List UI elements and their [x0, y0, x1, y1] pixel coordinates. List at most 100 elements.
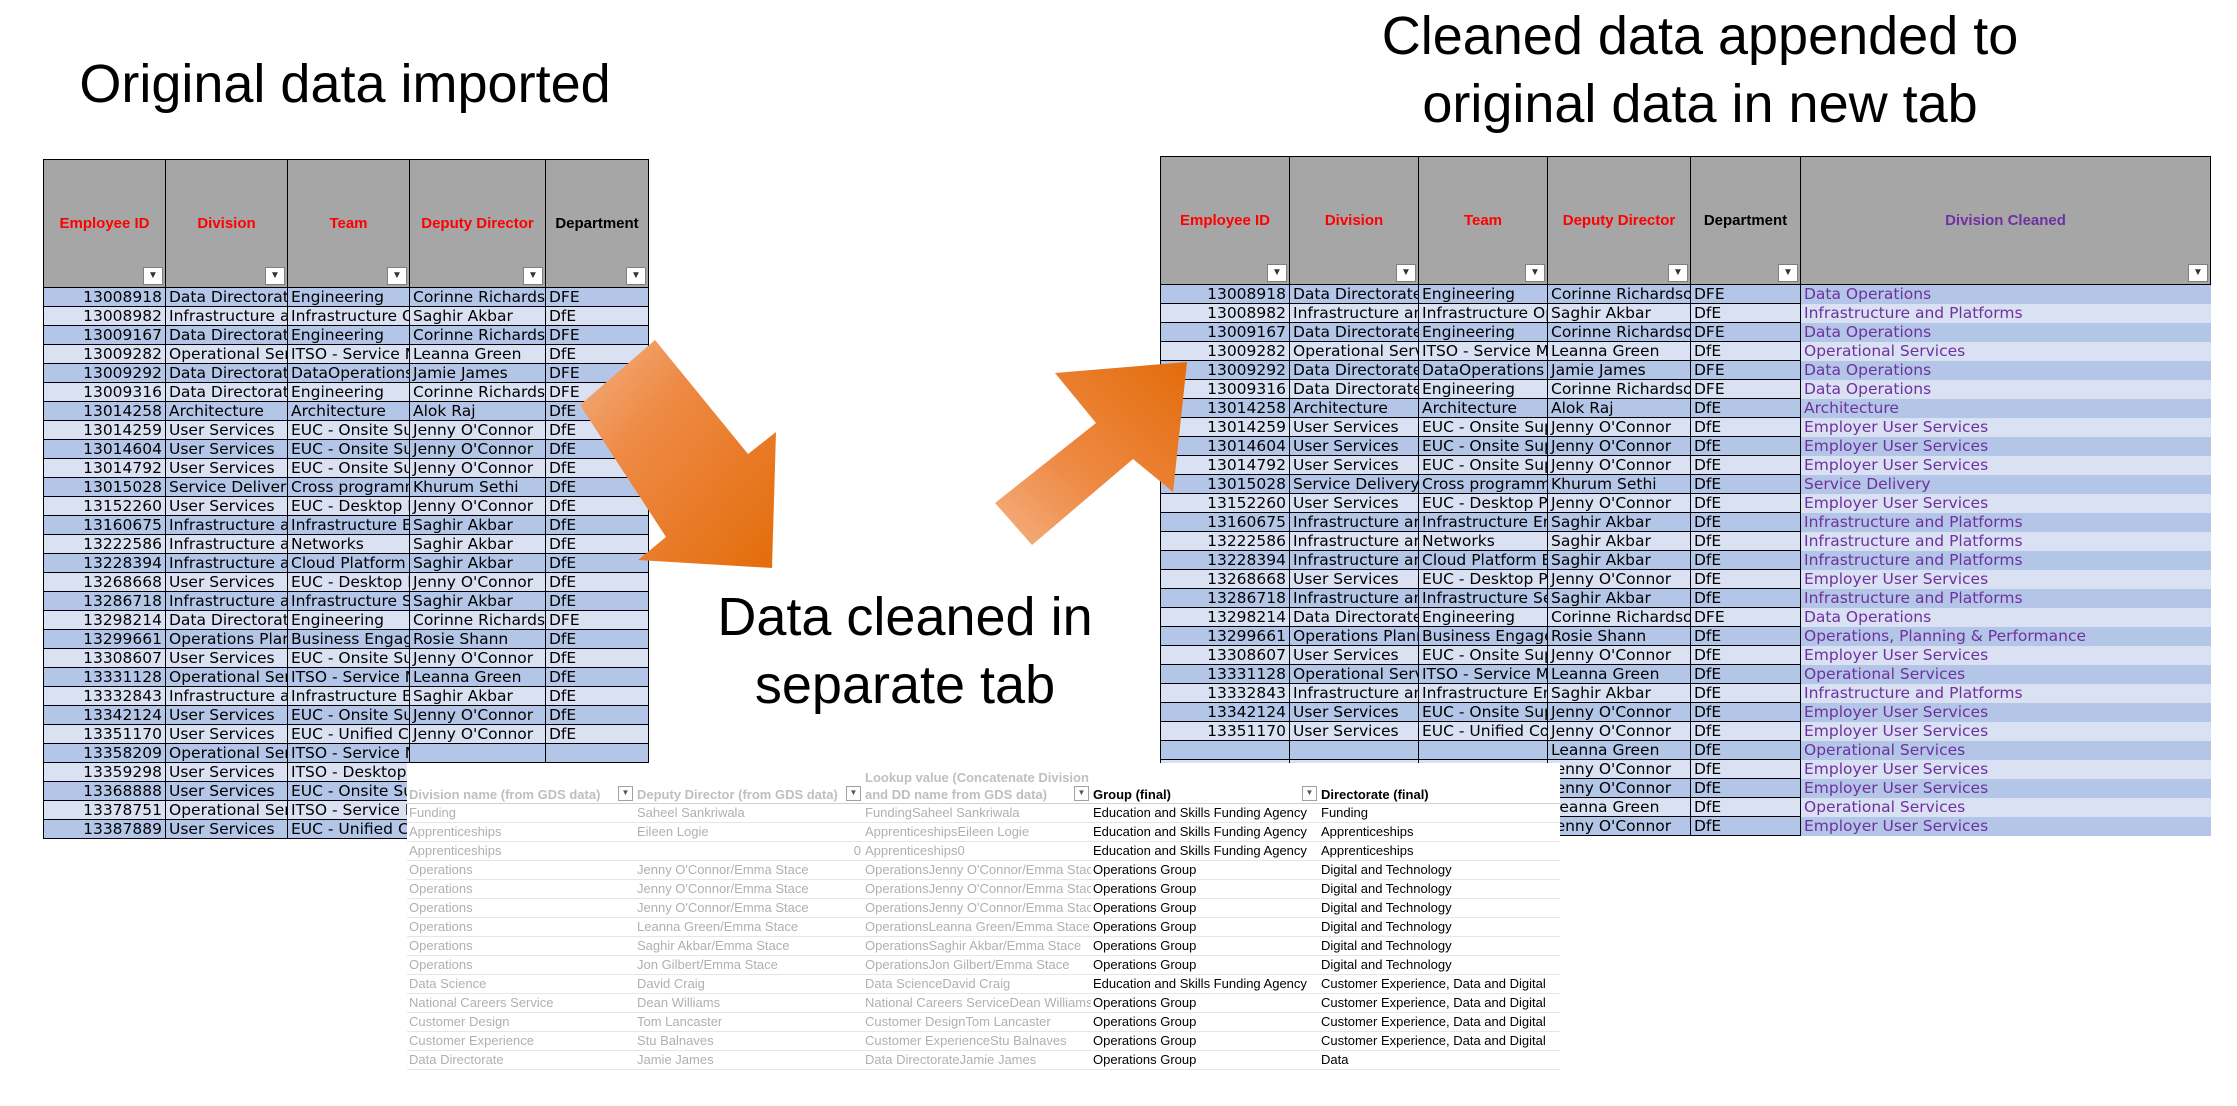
lookup-cell-division-name[interactable]: Operations: [407, 860, 635, 880]
lookup-cell-directorate-final[interactable]: Funding: [1319, 803, 1560, 823]
cell-deputy-director[interactable]: Saghir Akbar: [1547, 531, 1691, 551]
cell-employee-id[interactable]: 13298214: [43, 610, 166, 630]
cell-department[interactable]: DFE: [1690, 379, 1801, 399]
cell-division[interactable]: Infrastructure and Platforms: [165, 515, 288, 535]
cell-employee-id[interactable]: 13008918: [1160, 284, 1290, 304]
cell-team[interactable]: Architecture: [1418, 398, 1548, 418]
cell-deputy-director[interactable]: Jenny O'Connor: [1547, 759, 1691, 779]
cell-team[interactable]: Infrastructure Engineering: [1418, 683, 1548, 703]
lookup-cell-directorate-final[interactable]: Digital and Technology: [1319, 936, 1560, 956]
cell-employee-id[interactable]: 13014258: [1160, 398, 1290, 418]
cell-division[interactable]: Operational Services: [165, 667, 288, 687]
lookup-cell-division-name[interactable]: Operations: [407, 936, 635, 956]
cell-department[interactable]: DfE: [1690, 550, 1801, 570]
cell-employee-id[interactable]: 13008918: [43, 287, 166, 307]
table-row[interactable]: Funding Saheel Sankriwala FundingSaheel Sa…: [407, 803, 1560, 823]
lookup-cell-division-name[interactable]: Data Directorate: [407, 1050, 635, 1070]
cell-department[interactable]: DFE: [1690, 322, 1801, 342]
lookup-cell-group-final[interactable]: Operations Group: [1091, 1012, 1319, 1032]
filter-dropdown-icon[interactable]: ▼: [1074, 785, 1089, 801]
cell-department[interactable]: DfE: [545, 553, 649, 573]
cell-department[interactable]: DfE: [1690, 398, 1801, 418]
cell-employee-id[interactable]: 13286718: [43, 591, 166, 611]
cell-department[interactable]: DfE: [1690, 512, 1801, 532]
cell-deputy-director[interactable]: Rosie Shann: [409, 629, 546, 649]
cell-deputy-director[interactable]: Leanna Green: [1547, 341, 1691, 361]
cell-employee-id[interactable]: [1160, 740, 1290, 760]
cell-team[interactable]: DataOperations: [287, 363, 410, 383]
lookup-cell-lookup-value[interactable]: Customer ExperienceStu Balnaves: [863, 1031, 1091, 1051]
cell-team[interactable]: EUC - Onsite Support: [1418, 645, 1548, 665]
cell-deputy-director[interactable]: Jenny O'Connor: [409, 572, 546, 592]
cell-employee-id[interactable]: 13228394: [43, 553, 166, 573]
cell-team[interactable]: EUC - Desktop Products: [1418, 493, 1548, 513]
lookup-cell-lookup-value[interactable]: OperationsJon Gilbert/Emma Stace: [863, 955, 1091, 975]
cell-division[interactable]: Operational Services: [165, 344, 288, 364]
lookup-cell-directorate-final[interactable]: Customer Experience, Data and Digital: [1319, 974, 1560, 994]
cell-division-cleaned[interactable]: Employer User Services: [1800, 816, 2211, 836]
table-row[interactable]: 13008918 Data Directorate Engineering Corin…: [43, 287, 649, 307]
cell-deputy-director[interactable]: Corinne Richardson: [1547, 322, 1691, 342]
cell-employee-id[interactable]: 13014259: [43, 420, 166, 440]
cell-division-cleaned[interactable]: Data Operations: [1800, 379, 2211, 399]
cell-deputy-director[interactable]: Jenny O'Connor: [1547, 569, 1691, 589]
cell-employee-id[interactable]: 13009167: [43, 325, 166, 345]
cell-deputy-director[interactable]: Saghir Akbar: [409, 591, 546, 611]
lookup-cell-deputy-director[interactable]: Jamie James: [635, 1050, 863, 1070]
cell-department[interactable]: DfE: [545, 648, 649, 668]
lookup-cell-division-name[interactable]: Data Science: [407, 974, 635, 994]
cell-division[interactable]: Infrastructure and Platforms: [165, 553, 288, 573]
cell-deputy-director[interactable]: Jenny O'Connor: [409, 439, 546, 459]
cell-division-cleaned[interactable]: Operational Services: [1800, 740, 2211, 760]
cell-team[interactable]: Infrastructure Security: [287, 591, 410, 611]
cell-deputy-director[interactable]: Saghir Akbar: [409, 306, 546, 326]
lookup-cell-deputy-director[interactable]: Jenny O'Connor/Emma Stace: [635, 879, 863, 899]
cell-division[interactable]: User Services: [1289, 455, 1419, 475]
cell-department[interactable]: DfE: [1690, 626, 1801, 646]
filter-dropdown-icon[interactable]: ▼: [1778, 264, 1798, 282]
lookup-cell-directorate-final[interactable]: Apprenticeships: [1319, 841, 1560, 861]
cell-team[interactable]: Cloud Platform Engineering: [1418, 550, 1548, 570]
cell-deputy-director[interactable]: Khurum Sethi: [409, 477, 546, 497]
cell-deputy-director[interactable]: Jenny O'Connor: [1547, 702, 1691, 722]
cell-division[interactable]: User Services: [1289, 436, 1419, 456]
cell-division[interactable]: User Services: [165, 819, 288, 839]
cell-division[interactable]: User Services: [165, 458, 288, 478]
cell-team[interactable]: ITSO - Desktop Products: [287, 762, 410, 782]
cell-team[interactable]: Engineering: [287, 325, 410, 345]
cell-department[interactable]: DfE: [1690, 531, 1801, 551]
lookup-cell-lookup-value[interactable]: OperationsJenny O'Connor/Emma Stace: [863, 879, 1091, 899]
table-row[interactable]: 13298214 Data Directorate Engineering Corin…: [1160, 607, 2211, 627]
lookup-cell-directorate-final[interactable]: Apprenticeships: [1319, 822, 1560, 842]
lookup-header-directorate-final[interactable]: Directorate (final): [1319, 763, 1560, 804]
table-row[interactable]: 13009167 Data Directorate Engineering Corin…: [1160, 322, 2211, 342]
cell-department[interactable]: DfE: [1690, 721, 1801, 741]
cell-division-cleaned[interactable]: Infrastructure and Platforms: [1800, 588, 2211, 608]
filter-dropdown-icon[interactable]: ▼: [523, 267, 543, 285]
table-row[interactable]: Apprenticeships 0 Apprenticeships0 Educatio…: [407, 841, 1560, 861]
cell-team[interactable]: EUC - Desktop Products: [287, 572, 410, 592]
cell-deputy-director[interactable]: Corinne Richardson: [1547, 284, 1691, 304]
cell-deputy-director[interactable]: Khurum Sethi: [1547, 474, 1691, 494]
cell-employee-id[interactable]: 13009282: [1160, 341, 1290, 361]
cell-deputy-director[interactable]: Saghir Akbar: [1547, 512, 1691, 532]
lookup-cell-lookup-value[interactable]: Customer DesignTom Lancaster: [863, 1012, 1091, 1032]
cell-division[interactable]: User Services: [1289, 493, 1419, 513]
table-row[interactable]: Apprenticeships Eileen Logie Apprenticeshi…: [407, 822, 1560, 842]
cell-division[interactable]: Data Directorate: [165, 325, 288, 345]
cell-employee-id[interactable]: 13342124: [43, 705, 166, 725]
header-division[interactable]: Division ▼: [165, 159, 288, 288]
cell-team[interactable]: EUC - Unified Comms: [1418, 721, 1548, 741]
table-row[interactable]: 13009167 Data Directorate Engineering Corin…: [43, 325, 649, 345]
cell-division[interactable]: Service Delivery Office: [1289, 474, 1419, 494]
cell-employee-id[interactable]: 13014604: [43, 439, 166, 459]
